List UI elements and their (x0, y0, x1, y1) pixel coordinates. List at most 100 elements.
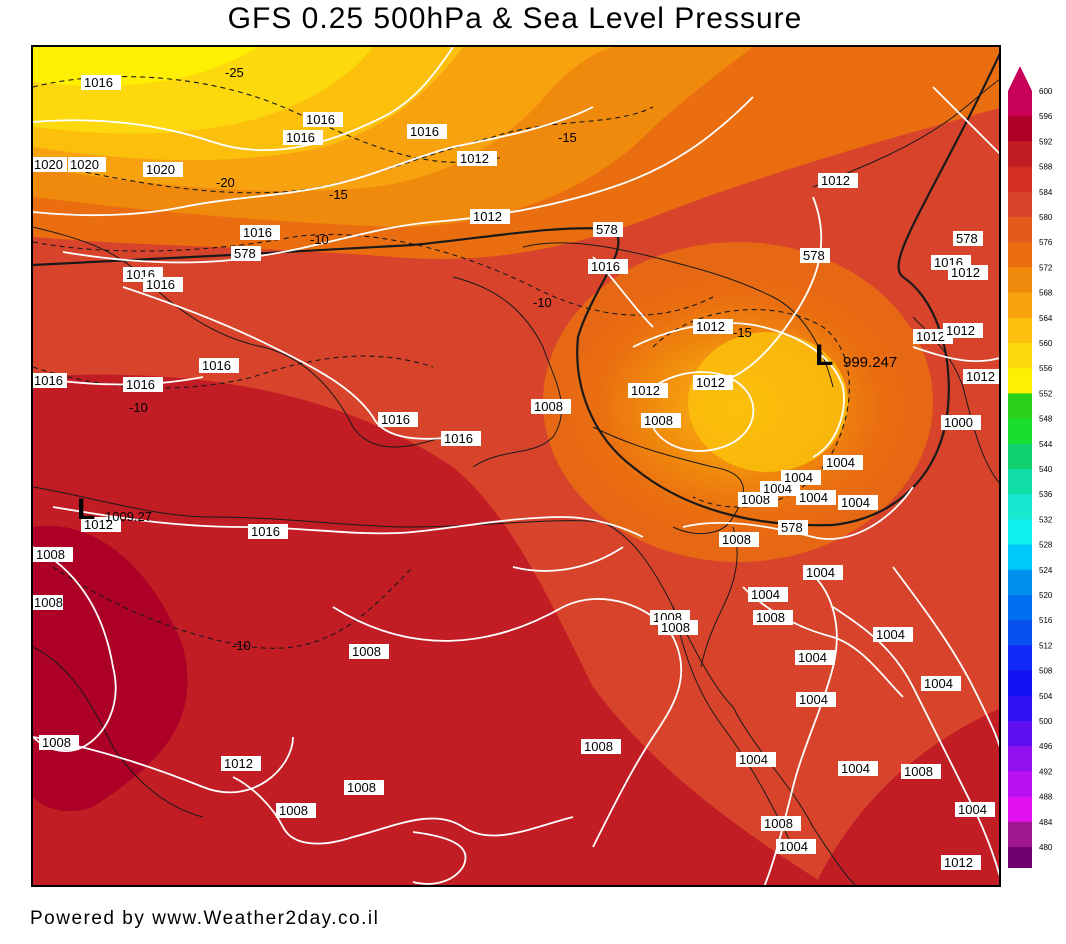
pressure-label: 1016 (444, 431, 473, 446)
pressure-label: 1016 (34, 373, 63, 388)
pressure-label: 1012 (84, 517, 113, 532)
colorbar-swatch (1008, 343, 1032, 369)
height-contour-578 (33, 52, 999, 527)
colorbar-swatch (1008, 141, 1032, 168)
colorbar-tick-label: 496 (1039, 742, 1053, 751)
colorbar-swatch (1008, 821, 1032, 848)
colorbar-swatches (1008, 66, 1032, 868)
pressure-label: 1004 (826, 455, 855, 470)
colorbar-swatch (1008, 670, 1032, 697)
colorbar-tick-label: 512 (1039, 641, 1053, 650)
temp-label: -10 (310, 232, 329, 247)
colorbar-swatch (1008, 116, 1032, 142)
pressure-label: 1016 (286, 130, 315, 145)
pressure-label: 1008 (904, 764, 933, 779)
colorbar-tick-label: 524 (1039, 566, 1053, 575)
height-label: 578 (234, 246, 256, 261)
colorbar-tick-label: 528 (1039, 541, 1053, 550)
pressure-label: 1008 (722, 532, 751, 547)
height-labels: 578 578 578 578 578 (231, 222, 983, 535)
colorbar-tick-label: 516 (1039, 616, 1053, 625)
colorbar-tick-label: 580 (1039, 213, 1053, 222)
pressure-label: 1004 (841, 495, 870, 510)
temp-label: -20 (216, 175, 235, 190)
colorbar-swatch (1008, 544, 1032, 571)
colorbar-swatch (1008, 217, 1032, 243)
pressure-label: 1016 (84, 75, 113, 90)
coastlines (33, 79, 999, 885)
low-symbol: L (815, 339, 833, 372)
pressure-label: 1016 (202, 358, 231, 373)
pressure-label: 1008 (644, 413, 673, 428)
colorbar-swatch (1008, 317, 1032, 344)
pressure-label: 1008 (661, 620, 690, 635)
colorbar-tick-label: 588 (1039, 163, 1053, 172)
colorbar-swatch (1008, 746, 1032, 772)
colorbar-tick-label: 592 (1039, 137, 1053, 146)
temp-label: -10 (533, 295, 552, 310)
colorbar-swatch (1008, 91, 1032, 117)
pressure-label: 1016 (306, 112, 335, 127)
colorbar-tick-label: 484 (1039, 818, 1053, 827)
colorbar-swatch (1008, 771, 1032, 798)
pressure-label: 1016 (410, 124, 439, 139)
pressure-label: 1012 (696, 319, 725, 334)
pressure-label: 1016 (591, 259, 620, 274)
low-marker-east: L 999.247 (815, 339, 897, 372)
colorbar-tick-label: 500 (1039, 717, 1053, 726)
colorbar-swatch (1008, 796, 1032, 823)
pressure-label: 1008 (534, 399, 563, 414)
colorbar-swatch (1008, 620, 1032, 646)
colorbar-swatch (1008, 695, 1032, 722)
temp-label: -15 (558, 130, 577, 145)
pressure-label: 1004 (798, 650, 827, 665)
colorbar-tick-label: 508 (1039, 667, 1053, 676)
colorbar-tick-label: 552 (1039, 389, 1053, 398)
low-value: 999.247 (843, 354, 897, 371)
height-label: 578 (781, 520, 803, 535)
temp-label: -10 (129, 400, 148, 415)
colorbar-swatch (1008, 166, 1032, 193)
colorbar-swatch (1008, 191, 1032, 218)
pressure-label: 1016 (243, 225, 272, 240)
colorbar-swatch (1008, 368, 1032, 394)
colorbar-tick-label: 560 (1039, 339, 1053, 348)
colorbar-tick-label: 532 (1039, 515, 1053, 524)
height-label: 578 (596, 222, 618, 237)
pressure-label: 1004 (779, 839, 808, 854)
pressure-label: 1012 (916, 329, 945, 344)
colorbar-swatch (1008, 469, 1032, 495)
pressure-label: 1012 (473, 209, 502, 224)
pressure-label: 1004 (958, 802, 987, 817)
pressure-label: 1004 (841, 761, 870, 776)
colorbar-tick-label: 540 (1039, 465, 1053, 474)
colorbar-swatch (1008, 519, 1032, 546)
pressure-label: 1016 (381, 412, 410, 427)
map-title: GFS 0.25 500hPa & Sea Level Pressure (227, 2, 803, 35)
colorbar-swatch (1008, 242, 1032, 268)
colorbar-tick-label: 544 (1039, 440, 1053, 449)
pressure-label: 1020 (34, 157, 63, 172)
colorbar-swatch (1008, 645, 1032, 672)
pressure-label: 1012 (944, 855, 973, 870)
pressure-label: 1004 (799, 692, 828, 707)
colorbar-swatch (1008, 443, 1032, 470)
pressure-label: 1012 (946, 323, 975, 338)
colorbar-swatch (1008, 494, 1032, 520)
low-marker-west: L 1009.27 (77, 493, 152, 526)
colorbar-tick-label: 572 (1039, 263, 1053, 272)
colorbar-tick-label: 576 (1039, 238, 1053, 247)
map-canvas: 1016 1016 1016 1016 1016 1020 1020 1020 … (33, 47, 999, 885)
temp-label: -15 (733, 325, 752, 340)
pressure-label: 1008 (34, 595, 63, 610)
pressure-labels: 1016 1016 1016 1016 1016 1020 1020 1020 … (33, 75, 999, 870)
colorbar-tick-label: 600 (1039, 87, 1053, 96)
footer-credit: Powered by www.Weather2day.co.il (30, 908, 380, 929)
colorbar-tick-label: 596 (1039, 112, 1053, 121)
pressure-label: 1016 (251, 524, 280, 539)
low-symbol: L (77, 493, 95, 526)
pressure-label: 1020 (146, 162, 175, 177)
colorbar-tick-label: 520 (1039, 591, 1053, 600)
pressure-label: 1008 (756, 610, 785, 625)
colorbar-swatch (1008, 847, 1032, 868)
